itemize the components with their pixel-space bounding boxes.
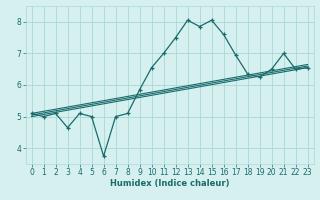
X-axis label: Humidex (Indice chaleur): Humidex (Indice chaleur) — [110, 179, 229, 188]
